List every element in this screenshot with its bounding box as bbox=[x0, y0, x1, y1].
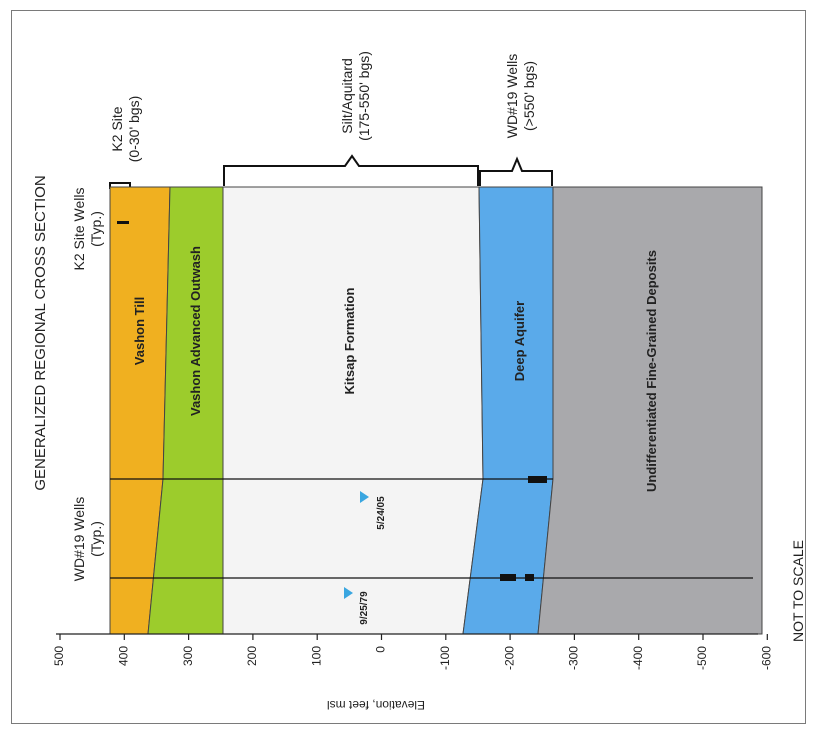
layer-kitsap-formation bbox=[222, 186, 484, 635]
bracket-k2-line1: K2 Site bbox=[109, 106, 125, 151]
wd19-wells-label-line2: (Typ.) bbox=[88, 521, 104, 557]
wd19-wells-label-line1: WD#19 Wells bbox=[71, 497, 87, 582]
axis-tick-label: 100 bbox=[309, 646, 323, 666]
water-level-date-2005: 5/24/05 bbox=[376, 496, 387, 530]
axis-tick-label: 400 bbox=[116, 646, 130, 666]
layer-label-deep-aquifer: Deep Aquifer bbox=[512, 301, 527, 381]
axis-tick-label: -600 bbox=[759, 646, 773, 670]
k2-wells-label-line1: K2 Site Wells bbox=[71, 188, 87, 271]
water-level-date-1979: 9/25/79 bbox=[359, 591, 370, 625]
bracket-label-silt-aquitard: Silt/Aquitard (175-550' bgs) bbox=[339, 51, 372, 141]
figure-frame: GENERALIZED REGIONAL CROSS SECTION K2 Si… bbox=[11, 10, 806, 724]
bracket-wd19-line2: (>550' bgs) bbox=[521, 61, 537, 131]
bracket-wd19 bbox=[479, 156, 553, 186]
axis-tick-label: 500 bbox=[52, 646, 66, 666]
bracket-silt-line2: (175-550' bgs) bbox=[356, 51, 372, 141]
diagram-title: GENERALIZED REGIONAL CROSS SECTION bbox=[32, 175, 49, 490]
not-to-scale-note: NOT TO SCALE bbox=[790, 540, 805, 642]
axis-tick-label: 200 bbox=[245, 646, 259, 666]
bracket-k2-line2: (0-30' bgs) bbox=[126, 96, 142, 162]
axis-tick-label: 0 bbox=[374, 646, 388, 653]
axis-tick-label: -500 bbox=[695, 646, 709, 670]
axis-tick-label: 300 bbox=[181, 646, 195, 666]
layer-label-vashon-advanced-outwash: Vashon Advanced Outwash bbox=[188, 246, 203, 416]
k2-wells-label: K2 Site Wells (Typ.) bbox=[71, 188, 104, 271]
layer-label-vashon-till: Vashon Till bbox=[132, 297, 147, 365]
layer-label-kitsap-formation: Kitsap Formation bbox=[342, 287, 357, 394]
bracket-k2-site bbox=[109, 182, 131, 189]
axis-tick-label: -300 bbox=[567, 646, 581, 670]
elevation-axis-label: Elevation, feet msl bbox=[327, 698, 425, 712]
well-screen-lower-1 bbox=[500, 574, 516, 581]
elevation-axis-ticks: 500 400 300 200 100 0 -100 -200 -300 -400 -500 -600 bbox=[52, 634, 773, 670]
bracket-label-wd19: WD#19 Wells (>550' bgs) bbox=[504, 54, 537, 139]
cross-section-diagram: GENERALIZED REGIONAL CROSS SECTION K2 Si… bbox=[32, 51, 805, 712]
bracket-wd19-line1: WD#19 Wells bbox=[504, 54, 520, 139]
well-screen-upper bbox=[528, 476, 547, 483]
layer-label-undifferentiated-deposits: Undifferentiated Fine-Grained Deposits bbox=[644, 250, 659, 492]
bracket-silt-line1: Silt/Aquitard bbox=[339, 58, 355, 133]
bracket-silt-aquitard bbox=[223, 154, 479, 186]
bracket-label-k2-site: K2 Site (0-30' bgs) bbox=[109, 96, 142, 162]
water-level-marker-1979 bbox=[344, 587, 353, 599]
axis-tick-label: -100 bbox=[438, 646, 452, 670]
water-level-marker-2005 bbox=[360, 491, 369, 503]
wd19-wells-label: WD#19 Wells (Typ.) bbox=[71, 497, 104, 582]
k2-wells-label-line2: (Typ.) bbox=[88, 211, 104, 247]
k2-well-marker bbox=[117, 221, 129, 224]
axis-tick-label: -400 bbox=[631, 646, 645, 670]
axis-tick-label: -200 bbox=[502, 646, 516, 670]
well-screen-lower-2 bbox=[525, 574, 534, 581]
